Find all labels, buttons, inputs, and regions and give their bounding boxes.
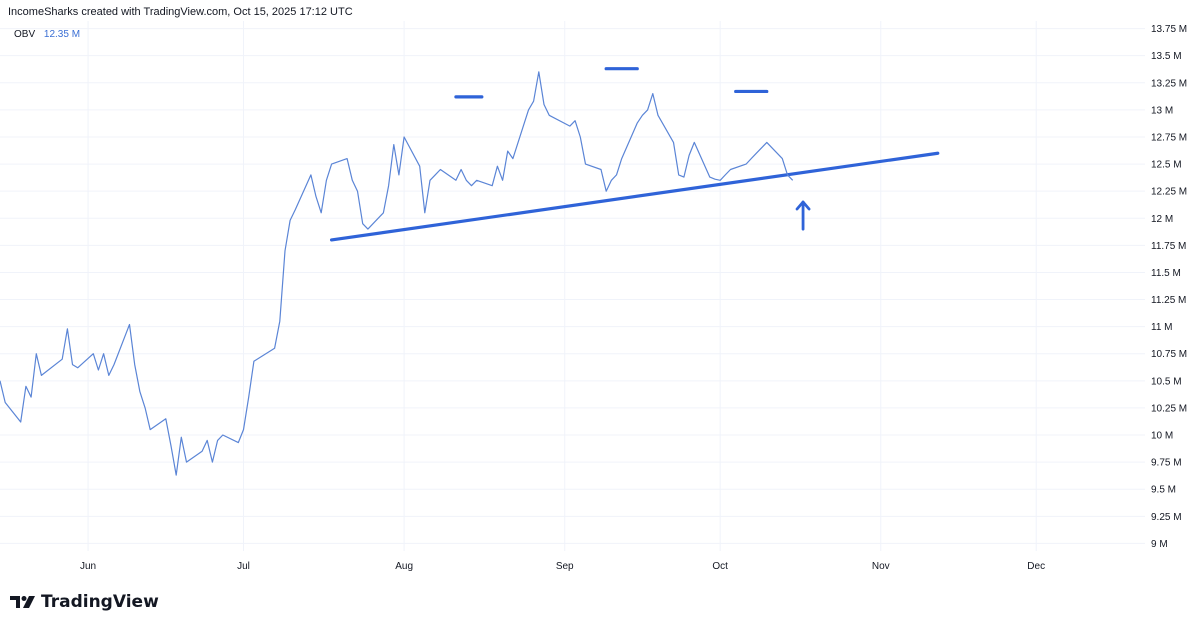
y-tick-label: 12.5 M <box>1151 160 1182 171</box>
y-tick-label: 13.75 M <box>1151 24 1187 35</box>
indicator-legend[interactable]: OBV 12.35 M <box>14 29 80 40</box>
y-tick-label: 11.75 M <box>1151 241 1186 252</box>
y-tick-label: 10.25 M <box>1151 403 1187 414</box>
y-axis[interactable]: 9 M 9.25 M 9.5 M 9.75 M 10 M 10.25 M 10.5 M 10.… <box>1151 24 1187 550</box>
annotation-layer <box>329 67 940 242</box>
x-tick-label: Jul <box>237 561 250 572</box>
y-tick-label: 13 M <box>1151 105 1173 116</box>
y-tick-label: 12 M <box>1151 214 1173 225</box>
x-tick-label: Jun <box>80 561 96 572</box>
indicator-value: 12.35 M <box>43 29 81 40</box>
y-tick-label: 11.25 M <box>1151 295 1186 306</box>
y-tick-label: 12.75 M <box>1151 132 1187 143</box>
y-tick-label: 11 M <box>1151 322 1173 333</box>
indicator-name: OBV <box>14 29 36 40</box>
grid-lines <box>0 21 1145 551</box>
x-tick-label: Dec <box>1027 561 1045 572</box>
support-trendline <box>329 151 940 242</box>
tradingview-logo-icon <box>10 596 35 608</box>
tradingview-logo[interactable]: TradingView <box>10 592 159 612</box>
chart-attribution: IncomeSharks created with TradingView.co… <box>8 6 353 18</box>
y-tick-label: 13.25 M <box>1151 78 1187 89</box>
y-tick-label: 9.5 M <box>1151 485 1176 496</box>
up-arrow-head-icon <box>795 200 811 211</box>
obv-series-line <box>0 71 794 476</box>
y-tick-label: 10.5 M <box>1151 376 1182 387</box>
y-tick-label: 11.5 M <box>1151 268 1181 279</box>
x-axis[interactable]: Jun Jul Aug Sep Oct Nov Dec <box>80 561 1045 572</box>
x-tick-label: Nov <box>872 561 890 572</box>
y-tick-label: 13.5 M <box>1151 51 1182 62</box>
y-tick-label: 10.75 M <box>1151 349 1187 360</box>
x-tick-label: Sep <box>556 561 574 572</box>
y-tick-label: 9.25 M <box>1151 512 1182 523</box>
y-tick-label: 9.75 M <box>1151 458 1182 469</box>
brand-name: TradingView <box>41 592 159 612</box>
x-tick-label: Aug <box>395 561 413 572</box>
series-layer <box>0 71 794 476</box>
x-tick-label: Oct <box>712 561 728 572</box>
y-tick-label: 9 M <box>1151 539 1168 550</box>
y-tick-label: 10 M <box>1151 431 1173 442</box>
y-tick-label: 12.25 M <box>1151 187 1187 198</box>
